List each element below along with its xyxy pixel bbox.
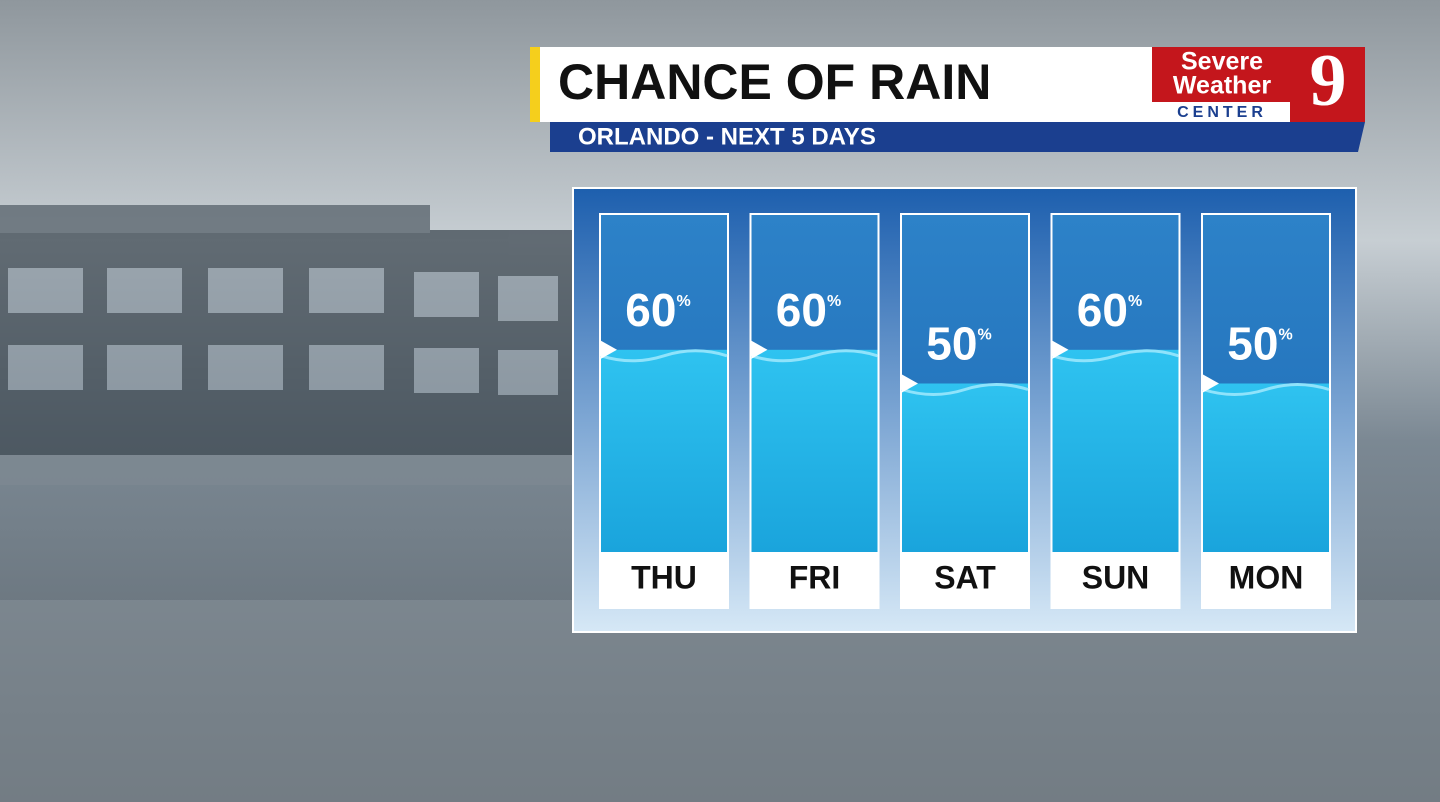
day-box (1203, 552, 1329, 607)
logo-text: Weather (1173, 72, 1271, 100)
x-tick-label: SUN (1082, 559, 1150, 595)
value-number: 60 (776, 284, 827, 336)
value-number: 60 (1077, 284, 1128, 336)
columns: 60% THU 60% FRI 50% SAT 60% SUN 50% MON (599, 213, 1331, 609)
x-tick-label: SAT (934, 559, 996, 595)
building (0, 205, 580, 485)
level-marker (1203, 374, 1219, 393)
bar (902, 383, 1028, 552)
value-label: 60% (625, 284, 690, 336)
x-tick-label: THU (631, 559, 697, 595)
title-accent (530, 47, 540, 122)
wave (751, 349, 878, 363)
chart-title: CHANCE OF RAIN (558, 54, 991, 110)
value-unit: % (676, 293, 690, 310)
day-box (601, 552, 727, 607)
wet-ground (0, 600, 1440, 802)
logo-channel: 9 (1310, 40, 1347, 122)
value-label: 60% (1077, 284, 1142, 336)
value-label: 50% (1227, 318, 1292, 370)
value-number: 50 (926, 318, 977, 370)
bar (751, 349, 878, 552)
level-marker (601, 340, 617, 359)
value-number: 60 (625, 284, 676, 336)
value-unit: % (1278, 327, 1292, 344)
day-box (1052, 552, 1179, 607)
logo-band (1152, 102, 1290, 122)
value-unit: % (1128, 293, 1142, 310)
wave (901, 383, 1029, 396)
level-marker (1052, 340, 1069, 359)
value-unit: % (827, 293, 841, 310)
title-box (540, 47, 1152, 122)
value-number: 50 (1227, 318, 1278, 370)
value-label: 60% (776, 284, 841, 336)
wave (600, 349, 728, 363)
logo-text: Severe (1181, 48, 1263, 76)
level-marker (902, 374, 918, 393)
wave (1202, 383, 1330, 396)
day-box (751, 552, 878, 607)
chart-subtitle: ORLANDO - NEXT 5 DAYS (578, 123, 876, 150)
value-unit: % (977, 327, 991, 344)
wave (1052, 349, 1179, 363)
bar (601, 349, 727, 552)
value-label: 50% (926, 318, 991, 370)
x-tick-label: FRI (789, 559, 841, 595)
logo-text: CENTER (1177, 104, 1267, 121)
day-box (902, 552, 1028, 607)
level-marker (751, 340, 768, 359)
bar (1203, 383, 1329, 552)
subtitle-bar (550, 122, 1365, 152)
x-tick-label: MON (1229, 559, 1304, 595)
bar (1052, 349, 1179, 552)
